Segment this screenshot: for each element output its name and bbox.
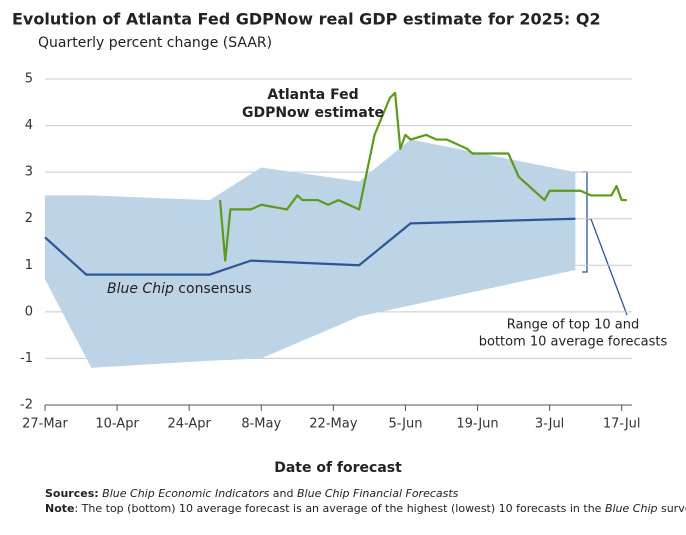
x-axis-title: Date of forecast [274,460,402,476]
y-tick-label: 1 [25,258,33,273]
footnote-part: survey. [657,502,686,515]
footnote: Sources: Blue Chip Economic Indicators a… [45,487,459,500]
series-line [44,217,576,276]
footnote-part: Sources: [45,487,99,500]
footnote: Note: The top (bottom) 10 average foreca… [45,502,686,515]
chart-title: Evolution of Atlanta Fed GDPNow real GDP… [12,10,601,29]
x-tick-label: 8-May [241,417,281,432]
series-label: bottom 10 average forecasts [479,335,668,350]
footnote-part: Note [45,502,74,515]
footnote-part: : The top (bottom) 10 average forecast i… [74,502,604,515]
footnote-part: Blue Chip Financial Forecasts [297,487,459,500]
y-tick-label: 0 [25,304,33,319]
series-label: Atlanta Fed [267,87,358,103]
series-line [218,91,627,262]
x-tick-label: 10-Apr [95,417,139,432]
x-tick-label: 19-Jun [456,417,498,432]
series-label: GDPNow estimate [242,105,384,121]
y-tick-label: -1 [20,351,33,366]
footnote-part: Blue Chip Economic Indicators [102,487,269,500]
y-tick-label: -2 [20,398,33,413]
chart-subtitle: Quarterly percent change (SAAR) [38,35,272,51]
y-tick-label: 5 [25,72,33,87]
x-tick-label: 5-Jun [388,417,422,432]
x-tick-label: 22-May [309,417,357,432]
x-tick-label: 3-Jul [535,417,564,432]
series-label: Range of top 10 and [507,318,640,333]
series-label-part: consensus [174,281,252,297]
footnote-part: Blue Chip [605,502,658,515]
range-band [45,139,576,368]
y-tick-label: 3 [25,165,33,180]
footnote-part: and [269,487,297,500]
series-label-part: Blue Chip [107,281,174,297]
x-tick-label: 17-Jul [603,417,641,432]
series-label: Blue Chip consensus [107,281,252,297]
x-tick-label: 24-Apr [167,417,211,432]
x-tick-label: 27-Mar [22,417,68,432]
y-tick-label: 4 [25,118,33,133]
y-tick-label: 2 [25,211,33,226]
